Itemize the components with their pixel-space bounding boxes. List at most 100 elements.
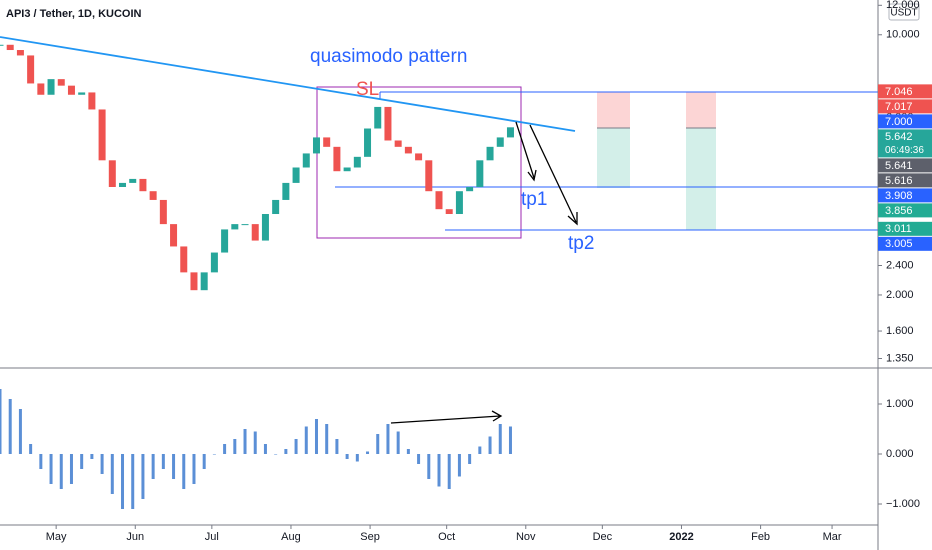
candle [67, 85, 75, 95]
oscillator-bar [284, 449, 288, 454]
oscillator-bar [39, 454, 43, 469]
candle [149, 191, 157, 200]
x-tick-label: Feb [751, 531, 770, 543]
x-tick-label: Aug [281, 531, 301, 543]
candle [466, 187, 474, 192]
oscillator-bar [325, 424, 329, 454]
candle [486, 146, 494, 161]
oscillator-bar [69, 454, 73, 484]
candle [170, 224, 178, 247]
oscillator-bar [406, 449, 410, 454]
oscillator-bar [223, 444, 227, 454]
oscillator-bar [355, 454, 359, 462]
candle [506, 127, 514, 138]
candle [455, 191, 463, 215]
oscillator-bar [468, 454, 472, 464]
oscillator-bar [131, 454, 135, 509]
y-tick-label: 2.400 [886, 259, 914, 271]
price-tag [878, 203, 932, 218]
candle [353, 156, 361, 168]
y-tick-label: 1.600 [886, 325, 914, 337]
price-tag [878, 173, 932, 188]
candle [323, 137, 331, 147]
price-tag-label: 3.005 [885, 238, 913, 250]
price-tag-label: 7.000 [885, 116, 913, 128]
oscillator-bar [253, 431, 257, 454]
candle [425, 160, 433, 192]
candle [129, 178, 137, 183]
oscillator-bar [457, 454, 461, 477]
oscillator-bar [8, 399, 12, 454]
x-tick-label: Mar [823, 531, 842, 543]
oscillator-bar [366, 451, 370, 454]
annotation: tp2 [568, 233, 594, 254]
oscillator-bar [100, 454, 104, 474]
oscillator-bar [151, 454, 155, 479]
candle [261, 214, 269, 241]
y-tick-label: 12.000 [886, 0, 920, 11]
currency: USDT [890, 8, 917, 19]
candle [251, 224, 259, 241]
candle [282, 182, 290, 200]
candle [210, 252, 218, 273]
price-tag [878, 99, 932, 114]
candle [98, 109, 106, 161]
oscillator-bar [447, 454, 451, 489]
candle [292, 167, 300, 183]
candle [0, 44, 4, 46]
price-tag-label: 3.011 [885, 223, 912, 235]
x-tick-label: Jun [126, 531, 144, 543]
candle [119, 182, 127, 188]
trend-line [0, 36, 576, 132]
candle [88, 92, 96, 110]
candle [200, 272, 208, 291]
price-tag-label: 5.616 [885, 175, 913, 187]
price-tag-label: 3.908 [885, 190, 913, 202]
oscillator-bar [314, 419, 318, 454]
x-tick-label: 2022 [669, 531, 693, 543]
y-tick-label: 1.350 [886, 352, 914, 364]
chart-title: API3 / Tether, 1D, KUCOIN [6, 8, 142, 20]
price-tag [878, 129, 932, 158]
candle [180, 246, 188, 273]
price-tag [878, 158, 932, 173]
candle [108, 160, 116, 188]
candle [364, 128, 372, 157]
candle [384, 106, 392, 141]
divergence-arrow [390, 410, 503, 424]
candle [445, 209, 453, 215]
candle [343, 167, 351, 172]
oscillator-bar [386, 424, 390, 454]
candle [37, 83, 45, 95]
oscillator-bar [396, 431, 400, 454]
oscillator-bar [304, 426, 308, 454]
candle [241, 224, 249, 226]
oscillator-bar [172, 454, 176, 479]
oscillator-bar [141, 454, 145, 499]
oscillator-bar [376, 434, 380, 454]
oscillator-bar [90, 454, 94, 459]
arrow [515, 121, 537, 182]
oscillator-bar [294, 439, 298, 454]
price-tag-countdown: 06:49:36 [885, 145, 924, 156]
candle [190, 272, 198, 291]
oscillator-bar [508, 426, 512, 454]
x-tick-label: Nov [516, 531, 536, 543]
oscillator-bar [18, 409, 22, 454]
oscillator-bar [29, 444, 33, 454]
oscillator-bar [80, 454, 84, 469]
oscillator-bar [212, 454, 216, 455]
candle [231, 224, 239, 230]
y-tick-label: 10.000 [886, 29, 920, 41]
oscillator-bar [437, 454, 441, 487]
candle [27, 55, 35, 84]
candle [415, 153, 423, 161]
candle [139, 178, 147, 192]
oscillator-bar [49, 454, 53, 484]
target-zone [597, 128, 630, 188]
oscillator-bar [233, 439, 237, 454]
candle [57, 79, 65, 86]
oscillator-bar [345, 454, 349, 459]
x-tick-label: Sep [360, 531, 380, 543]
